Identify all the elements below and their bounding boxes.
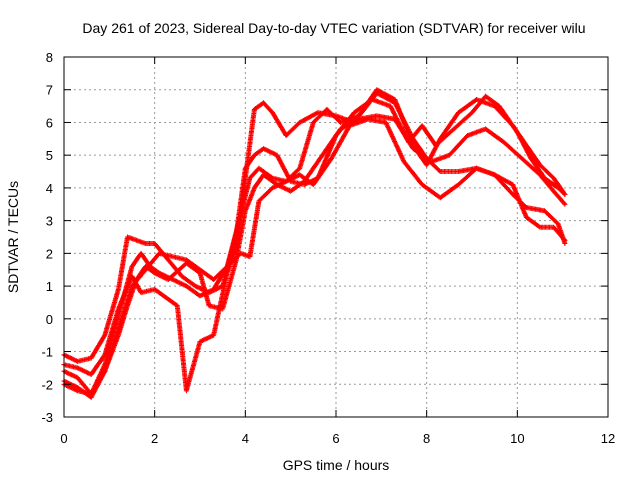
- y-tick-label: -2: [41, 377, 53, 392]
- x-tick-label: 4: [242, 431, 249, 446]
- x-axis-label: GPS time / hours: [283, 457, 390, 473]
- x-tick-label: 12: [601, 431, 615, 446]
- y-tick-label: -1: [41, 345, 53, 360]
- y-tick-label: 5: [46, 148, 53, 163]
- x-tick-label: 10: [510, 431, 524, 446]
- chart-title: Day 261 of 2023, Sidereal Day-to-day VTE…: [82, 20, 585, 36]
- x-axis-ticks: 0 2 4 6 8 10 12: [60, 57, 615, 446]
- x-tick-label: 8: [423, 431, 430, 446]
- y-tick-label: 2: [46, 246, 53, 261]
- y-tick-label: -3: [41, 410, 53, 425]
- y-tick-label: 4: [46, 181, 53, 196]
- data-series: [61, 87, 568, 400]
- x-tick-label: 6: [332, 431, 339, 446]
- y-tick-label: 1: [46, 279, 53, 294]
- y-tick-label: 0: [46, 312, 53, 327]
- y-tick-label: 8: [46, 50, 53, 65]
- y-tick-label: 7: [46, 83, 53, 98]
- x-tick-label: 0: [60, 431, 67, 446]
- y-axis-label: SDTVAR / TECUs: [5, 181, 21, 293]
- y-tick-label: 6: [46, 115, 53, 130]
- y-axis-ticks: -3 -2 -1 0 1 2 3 4 5 6 7 8: [41, 50, 608, 425]
- y-tick-label: 3: [46, 214, 53, 229]
- x-tick-label: 2: [151, 431, 158, 446]
